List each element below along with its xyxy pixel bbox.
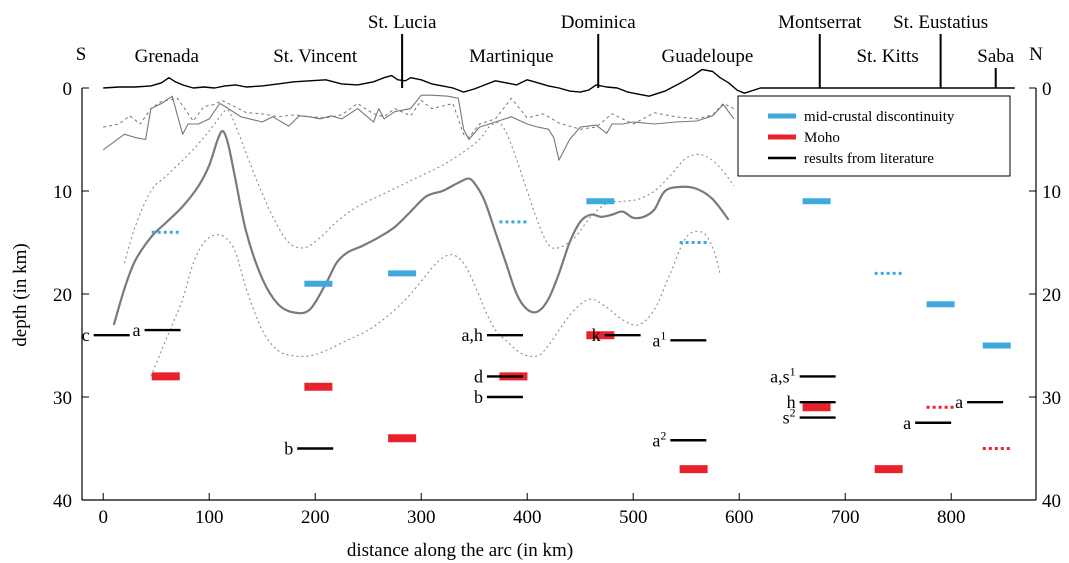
island-label: St. Eustatius (893, 12, 988, 33)
y-axis-title: depth (in km) (10, 243, 31, 346)
x-tick-label: 400 (513, 507, 542, 528)
island-label: Guadeloupe (661, 46, 753, 67)
legend-label: Moho (804, 130, 840, 146)
legend-label: mid-crustal discontinuity (804, 109, 955, 125)
literature-result-label: a (133, 320, 141, 340)
y-tick-label: 0 (63, 79, 73, 100)
legend: mid-crustal discontinuity Moho results fro… (737, 95, 1011, 177)
series-line-topography (103, 68, 1015, 97)
literature-result-label: a (955, 392, 963, 412)
literature-result-label: a1 (652, 328, 666, 350)
x-tick-label: 500 (619, 507, 648, 528)
series-line-basement-solid (102, 94, 735, 161)
series-line-profile-lower-bound-dotted (150, 230, 721, 377)
islands-layer: Grenada St. Vincent St. Lucia Martinique Dom… (135, 12, 1015, 88)
x-tick-label: 200 (301, 507, 330, 528)
island-label: Martinique (469, 46, 553, 67)
literature-result-label: a2 (652, 428, 666, 450)
x-tick-label: 300 (407, 507, 436, 528)
literature-result-label: s2 (783, 406, 796, 428)
axes-layer: 0 100 200 300 400 500 600 700 800 0 0 10 10 20 20 30 30 4… (53, 79, 1061, 528)
y-tick-label: 20 (53, 285, 72, 306)
island-label: Grenada (135, 46, 200, 67)
series-layer (102, 68, 1015, 377)
literature-result-label: a (903, 413, 911, 433)
island-label: Montserrat (778, 12, 862, 33)
legend-label: results from literature (804, 151, 934, 167)
y-tick-label-right: 0 (1042, 79, 1052, 100)
island-label: St. Kitts (856, 46, 918, 67)
literature-result-label: b (474, 387, 483, 407)
island-label: Dominica (561, 12, 636, 33)
literature-result-label: c (82, 325, 90, 345)
x-tick-label: 700 (831, 507, 860, 528)
direction-label-south: S (76, 44, 87, 65)
literature-result-label: k (592, 325, 601, 345)
literature-result-label: b (284, 439, 293, 459)
y-tick-label: 10 (53, 182, 72, 203)
y-tick-label: 30 (53, 388, 72, 409)
literature-result-label: h (787, 392, 796, 412)
x-tick-label: 100 (195, 507, 224, 528)
island-label: Saba (977, 46, 1015, 67)
y-tick-label-right: 30 (1042, 388, 1061, 409)
island-label: St. Lucia (368, 12, 437, 33)
x-tick-label: 0 (98, 507, 108, 528)
x-axis-title: distance along the arc (in km) (347, 540, 573, 561)
x-tick-label: 800 (937, 507, 966, 528)
literature-result-label: a,h (461, 325, 483, 345)
literature-result-label: d (474, 366, 483, 386)
series-line-mid-crustal-profile (112, 130, 730, 326)
x-tick-label: 600 (725, 507, 754, 528)
island-label: St. Vincent (273, 46, 358, 67)
direction-label-north: N (1029, 44, 1043, 65)
series-line-basement-dotted (103, 97, 735, 138)
y-tick-label-right: 20 (1042, 285, 1061, 306)
series-line-profile-upper-bound-dotted (123, 109, 735, 264)
y-tick-label-right: 10 (1042, 182, 1061, 203)
y-tick-label-right: 40 (1042, 491, 1061, 512)
y-tick-label: 40 (53, 491, 72, 512)
literature-result-label: a,s1 (770, 364, 796, 386)
